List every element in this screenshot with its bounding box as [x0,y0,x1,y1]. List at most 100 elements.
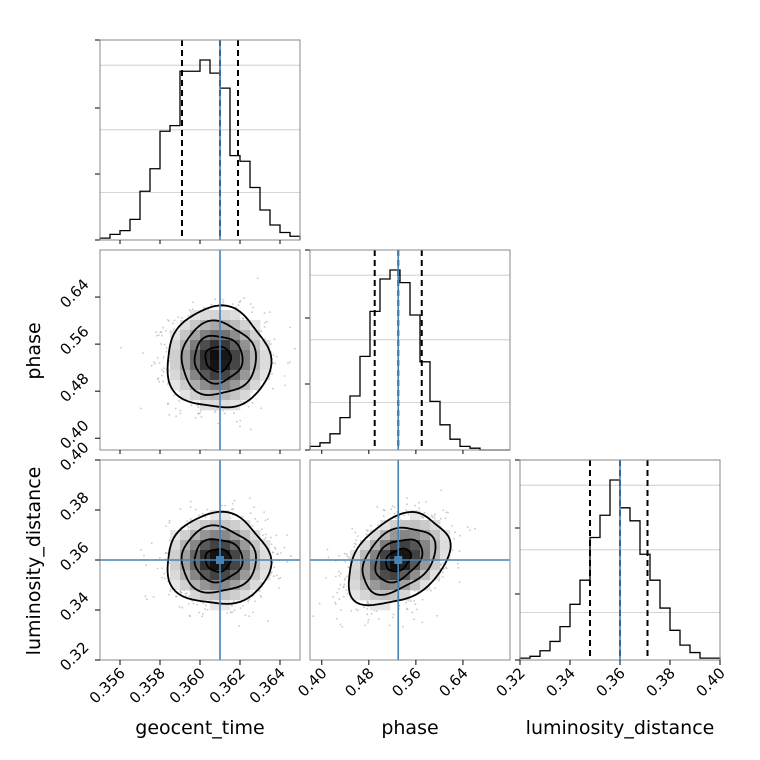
luminosity-distance-vs-phase-sample [393,506,396,509]
luminosity-distance-vs-geocent-time-sample [251,524,254,527]
luminosity-distance-vs-geocent-time-sample [274,548,277,550]
luminosity-distance-vs-geocent-time-density-cell [220,590,231,601]
phase-vs-geocent-time-density-cell [220,380,231,391]
luminosity-distance-vs-geocent-time-sample [185,594,188,597]
luminosity-distance-vs-phase-sample [355,543,357,546]
luminosity-distance-vs-phase-sample [346,555,349,558]
phase-vs-geocent-time-sample [263,312,266,314]
phase-xtick-label: 0.64 [435,664,471,700]
phase-vs-geocent-time-sample [268,311,271,313]
luminosity-distance-vs-geocent-time-sample [204,516,207,519]
luminosity-distance-vs-geocent-time-density-cell [180,550,191,561]
luminosity-distance-vs-geocent-time-density-cell [170,560,181,571]
luminosity-distance-vs-phase-contour-0 [385,547,412,573]
phase-vs-geocent-time-sample [155,331,158,333]
phase-hist-histogram [309,269,510,451]
luminosity-distance-vs-phase-sample [342,595,345,598]
luminosity-distance-vs-geocent-time-density-cell [230,560,241,571]
luminosity-distance-vs-phase-density-cell [380,580,391,591]
luminosity-distance-vs-phase-sample [366,602,369,605]
luminosity-distance-vs-phase-sample [354,531,357,534]
luminosity-distance-vs-geocent-time-density-cell [190,540,201,551]
phase-hist-frame [309,249,511,451]
luminosity-distance-vs-phase-sample [442,561,444,564]
luminosity-distance-vs-geocent-time-density-cell [240,550,251,561]
luminosity-distance-vs-phase-sample [366,600,369,603]
luminosity-distance-vs-phase-density-cell [440,540,451,551]
phase-vs-geocent-time-density-cell [230,310,241,321]
phase-vs-geocent-time-sample [162,367,165,369]
luminosity-distance-vs-geocent-time-sample [249,512,252,514]
luminosity-distance-vs-phase-sample [425,501,427,503]
luminosity-distance-vs-phase-sample [414,504,416,507]
luminosity-distance-vs-phase-sample [457,567,460,569]
luminosity-distance-vs-geocent-time-density-cell [180,560,191,571]
phase-vs-geocent-time-sample [156,357,159,359]
luminosity-distance-vs-phase-density-cell [410,560,421,571]
phase-vs-geocent-time-density-cell [180,360,191,371]
phase-vs-geocent-time-density-cell [220,360,231,371]
luminosity-distance-vs-geocent-time-sample [140,549,142,551]
luminosity-distance-vs-phase-density-cell [410,520,421,531]
luminosity-distance-vs-phase-density-cell [370,540,381,551]
luminosity-distance-vs-geocent-time-sample [231,611,234,614]
luminosity-distance-vs-phase-sample [347,566,350,568]
luminosity-distance-vs-geocent-time-sample [196,603,199,606]
luminosity-distance-vs-phase-density-cell [420,580,431,591]
phase-vs-geocent-time-density-cell [180,390,191,401]
luminosity-distance-vs-phase-sample [346,592,349,595]
phase-vs-geocent-time-sample [251,402,254,404]
phase-vs-geocent-time-sample [199,412,201,415]
luminosity-distance-vs-geocent-time-sample [259,594,262,597]
luminosity-distance-vs-geocent-time-sample [145,564,148,567]
luminosity-distance-vs-phase-density-cell [390,550,401,561]
luminosity-distance-vs-phase-sample [338,598,341,601]
luminosity-distance-vs-geocent-time-sample [188,595,191,597]
luminosity-distance-vs-geocent-time-sample [202,602,205,605]
luminosity-distance-vs-phase-sample [453,537,455,540]
luminosity-distance-vs-geocent-time-sample [187,528,190,530]
luminosity-distance-vs-geocent-time-density-cell [200,530,211,541]
phase-vs-geocent-time-contour-2 [180,319,257,397]
phase-vs-geocent-time-sample [168,369,170,372]
luminosity-distance-vs-geocent-time-sample [241,515,244,518]
phase-vs-geocent-time-sample [191,308,194,310]
geocent-time-xtick-label: 0.356 [86,664,129,707]
luminosity-distance-vs-geocent-time-sample [270,571,273,573]
phase-vs-geocent-time-density-cell [200,380,211,391]
phase-vs-geocent-time-sample [161,374,163,377]
geocent-time-xtick-label: 0.362 [206,664,249,707]
luminosity-distance-vs-phase-density-cell [390,580,401,591]
luminosity-distance-vs-phase-sample [454,531,456,534]
luminosity-distance-vs-geocent-time-sample [256,520,259,523]
phase-vs-geocent-time-density-cell [190,340,201,351]
luminosity-distance-vs-phase-sample [376,506,379,508]
luminosity-distance-vs-geocent-time-sample [192,602,195,605]
luminosity-distance-vs-phase-density-cell [370,570,381,581]
luminosity-distance-vs-phase-density-cell [430,530,441,541]
luminosity-distance-vs-geocent-time-density-cell [210,590,221,601]
luminosity-distance-vs-geocent-time-density-cell [230,590,241,601]
luminosity-distance-vs-phase-sample [409,600,412,602]
phase-vs-geocent-time-sample [173,319,176,322]
phase-vs-geocent-time-sample [156,378,159,381]
luminosity-distance-vs-geocent-time-sample [181,606,184,609]
luminosity-distance-vs-phase-sample [368,602,370,605]
xlabel-phase: phase [381,717,438,739]
luminosity-distance-vs-phase-sample [405,601,408,604]
luminosity-distance-vs-phase-sample [334,601,336,604]
luminosity-distance-vs-geocent-time-sample [186,592,188,595]
phase-vs-geocent-time-sample [264,338,267,340]
phase-vs-geocent-time-contour-3 [166,304,273,409]
phase-vs-geocent-time-density-cell [260,340,271,351]
luminosity-distance-vs-geocent-time-density-cell [210,570,221,581]
luminosity-distance-vs-phase-sample [348,556,350,559]
phase-vs-geocent-time-density-cell [240,360,251,371]
luminosity-distance-vs-geocent-time-density-cell [220,570,231,581]
phase-vs-geocent-time-density-cell [220,400,231,411]
luminosity-distance-vs-geocent-time-density-cell [210,600,221,611]
luminosity-distance-vs-geocent-time-sample [289,555,292,558]
phase-vs-geocent-time-sample [154,362,156,365]
phase-vs-geocent-time-sample [222,301,225,304]
phase-vs-geocent-time-sample [283,375,286,377]
